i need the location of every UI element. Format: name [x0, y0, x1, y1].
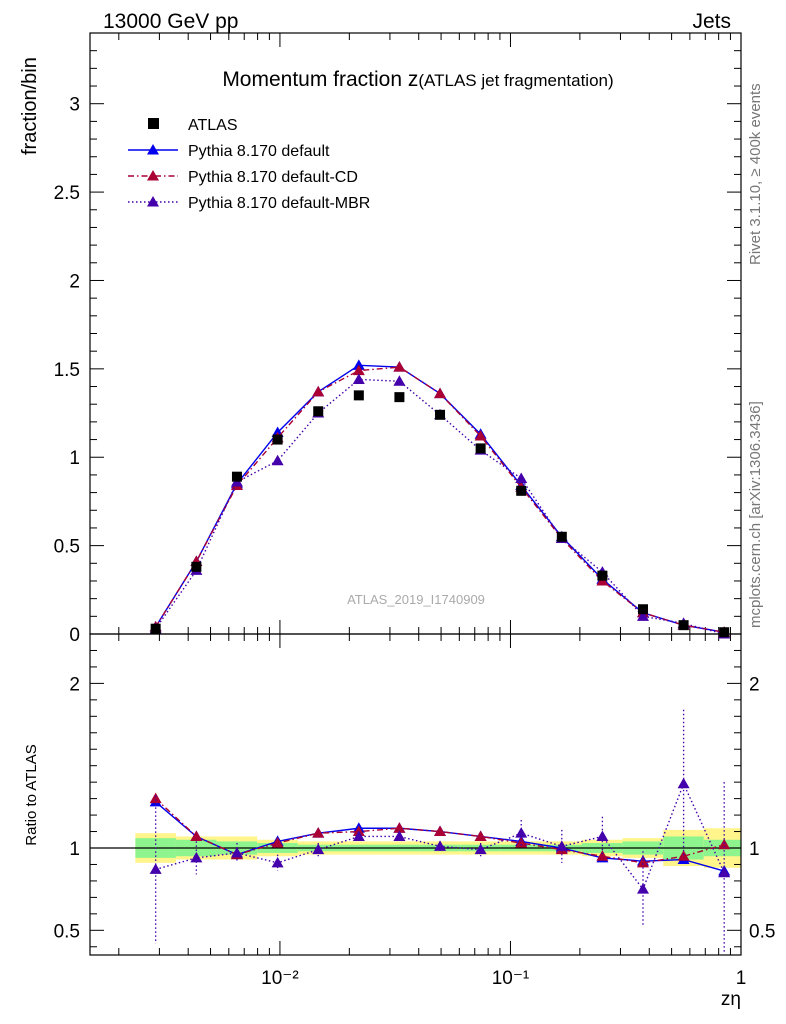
- legend-marker: [147, 196, 159, 207]
- y-tick-label-bottom: 2: [69, 674, 80, 695]
- ratio-marker: [434, 840, 447, 851]
- ratio-marker: [474, 843, 487, 855]
- y-tick-label-bottom-right: 0.5: [749, 921, 775, 942]
- data-point: [435, 409, 446, 420]
- series-marker: [352, 364, 365, 376]
- ratio-marker: [677, 850, 690, 861]
- ratio-marker: [718, 838, 731, 850]
- series-marker: [352, 359, 365, 370]
- ratio-marker: [434, 825, 447, 837]
- y-tick-label-top: 0.5: [54, 537, 80, 558]
- ratio-marker: [190, 851, 203, 863]
- ratio-marker: [718, 866, 731, 878]
- legend-label: Pythia 8.170 default: [188, 143, 330, 160]
- ratio-marker: [515, 837, 528, 848]
- y-tick-label-top: 1.5: [54, 360, 80, 381]
- ratio-marker: [596, 850, 609, 861]
- series-marker: [352, 373, 365, 384]
- legend-marker: [147, 170, 159, 181]
- series-marker: [393, 361, 406, 372]
- y-tick-label-bottom: 0.5: [54, 921, 80, 942]
- legend-marker: [147, 144, 159, 155]
- ratio-marker: [149, 792, 162, 804]
- ratio-marker: [474, 830, 487, 841]
- data-point: [353, 390, 364, 401]
- data-point: [150, 623, 161, 634]
- y-tick-label-top: 0: [69, 625, 80, 646]
- series-marker: [636, 610, 649, 621]
- data-point: [231, 471, 242, 482]
- axes-frames: [89, 32, 742, 956]
- series-marker: [474, 430, 487, 441]
- y-axis-label-top: fraction/bin: [19, 57, 41, 155]
- legend: ATLAS Pythia 8.170 default Pythia 8.170 de…: [128, 117, 370, 212]
- y-tick-label-bottom-right: 1: [749, 839, 760, 860]
- series-layer: [149, 359, 731, 954]
- ratio-marker: [352, 830, 365, 841]
- y-tick-label-top: 2.5: [54, 183, 80, 204]
- y-tick-label-top: 1: [69, 448, 80, 469]
- ratio-marker: [555, 840, 568, 851]
- y-tick-label-top: 2: [69, 271, 80, 292]
- mcplots-label: mcplots.cern.ch [arXiv:1306.3436]: [747, 401, 764, 628]
- series-marker: [393, 375, 406, 386]
- ratio-marker: [596, 830, 609, 841]
- ratio-marker: [636, 883, 649, 894]
- ratio-marker: [677, 777, 690, 789]
- x-axis-label: zη: [721, 989, 741, 1010]
- y-axis-label-bottom: Ratio to ATLAS: [23, 744, 40, 845]
- ratio-marker: [515, 827, 528, 838]
- ratio-marker: [271, 856, 284, 868]
- ratio-marker: [149, 863, 162, 874]
- chart-title-sub: (ATLAS jet fragmentation): [418, 71, 613, 90]
- ratio-marker: [312, 843, 325, 855]
- ratio-marker: [271, 837, 284, 848]
- bottom-panel-frame: [89, 633, 742, 956]
- legend-marker-data: [148, 118, 159, 129]
- ratio-marker: [393, 830, 406, 841]
- legend-label: Pythia 8.170 default-CD: [188, 169, 358, 186]
- tick-labels: 10⁻² 10⁻¹ 1 0 0.5 1 1.5 2 2.5 3 0.5 0.5 1 1 2 2: [54, 95, 776, 989]
- legend-label: Pythia 8.170 default-MBR: [188, 195, 370, 212]
- legend-label: ATLAS: [188, 117, 238, 134]
- data-point: [313, 406, 324, 417]
- y-tick-label-bottom: 1: [69, 839, 80, 860]
- y-tick-label-top: 3: [69, 95, 80, 116]
- ratio-marker: [190, 830, 203, 841]
- ratio-marker: [393, 822, 406, 833]
- rivet-label: Rivet 3.1.10, ≥ 400k events: [747, 83, 764, 265]
- data-point: [191, 561, 202, 572]
- x-tick-label: 1: [736, 968, 747, 989]
- data-point: [678, 620, 689, 631]
- data-point: [475, 443, 486, 454]
- data-point: [637, 604, 648, 615]
- ratio-marker: [312, 827, 325, 838]
- process-label: Jets: [692, 10, 731, 33]
- ratio-marker: [230, 846, 243, 858]
- data-point: [556, 531, 567, 542]
- series-marker: [434, 387, 447, 399]
- data-point: [719, 627, 730, 638]
- ratio-marker: [636, 856, 649, 868]
- energy-label: 13000 GeV pp: [103, 10, 238, 33]
- x-tick-label: 10⁻¹: [492, 968, 530, 989]
- data-point: [597, 570, 608, 581]
- y-tick-label-bottom-right: 2: [749, 674, 760, 695]
- data-point: [516, 485, 527, 496]
- data-point: [272, 434, 283, 445]
- data-point: [394, 392, 405, 403]
- analysis-id: ATLAS_2019_I1740909: [347, 592, 485, 607]
- series-marker: [312, 385, 325, 397]
- chart-title-main: Momentum fraction z: [222, 68, 418, 91]
- series-marker: [515, 472, 528, 483]
- chart-title: Momentum fraction z(ATLAS jet fragmentat…: [222, 68, 613, 91]
- series-marker: [271, 454, 284, 466]
- x-tick-label: 10⁻²: [261, 968, 299, 989]
